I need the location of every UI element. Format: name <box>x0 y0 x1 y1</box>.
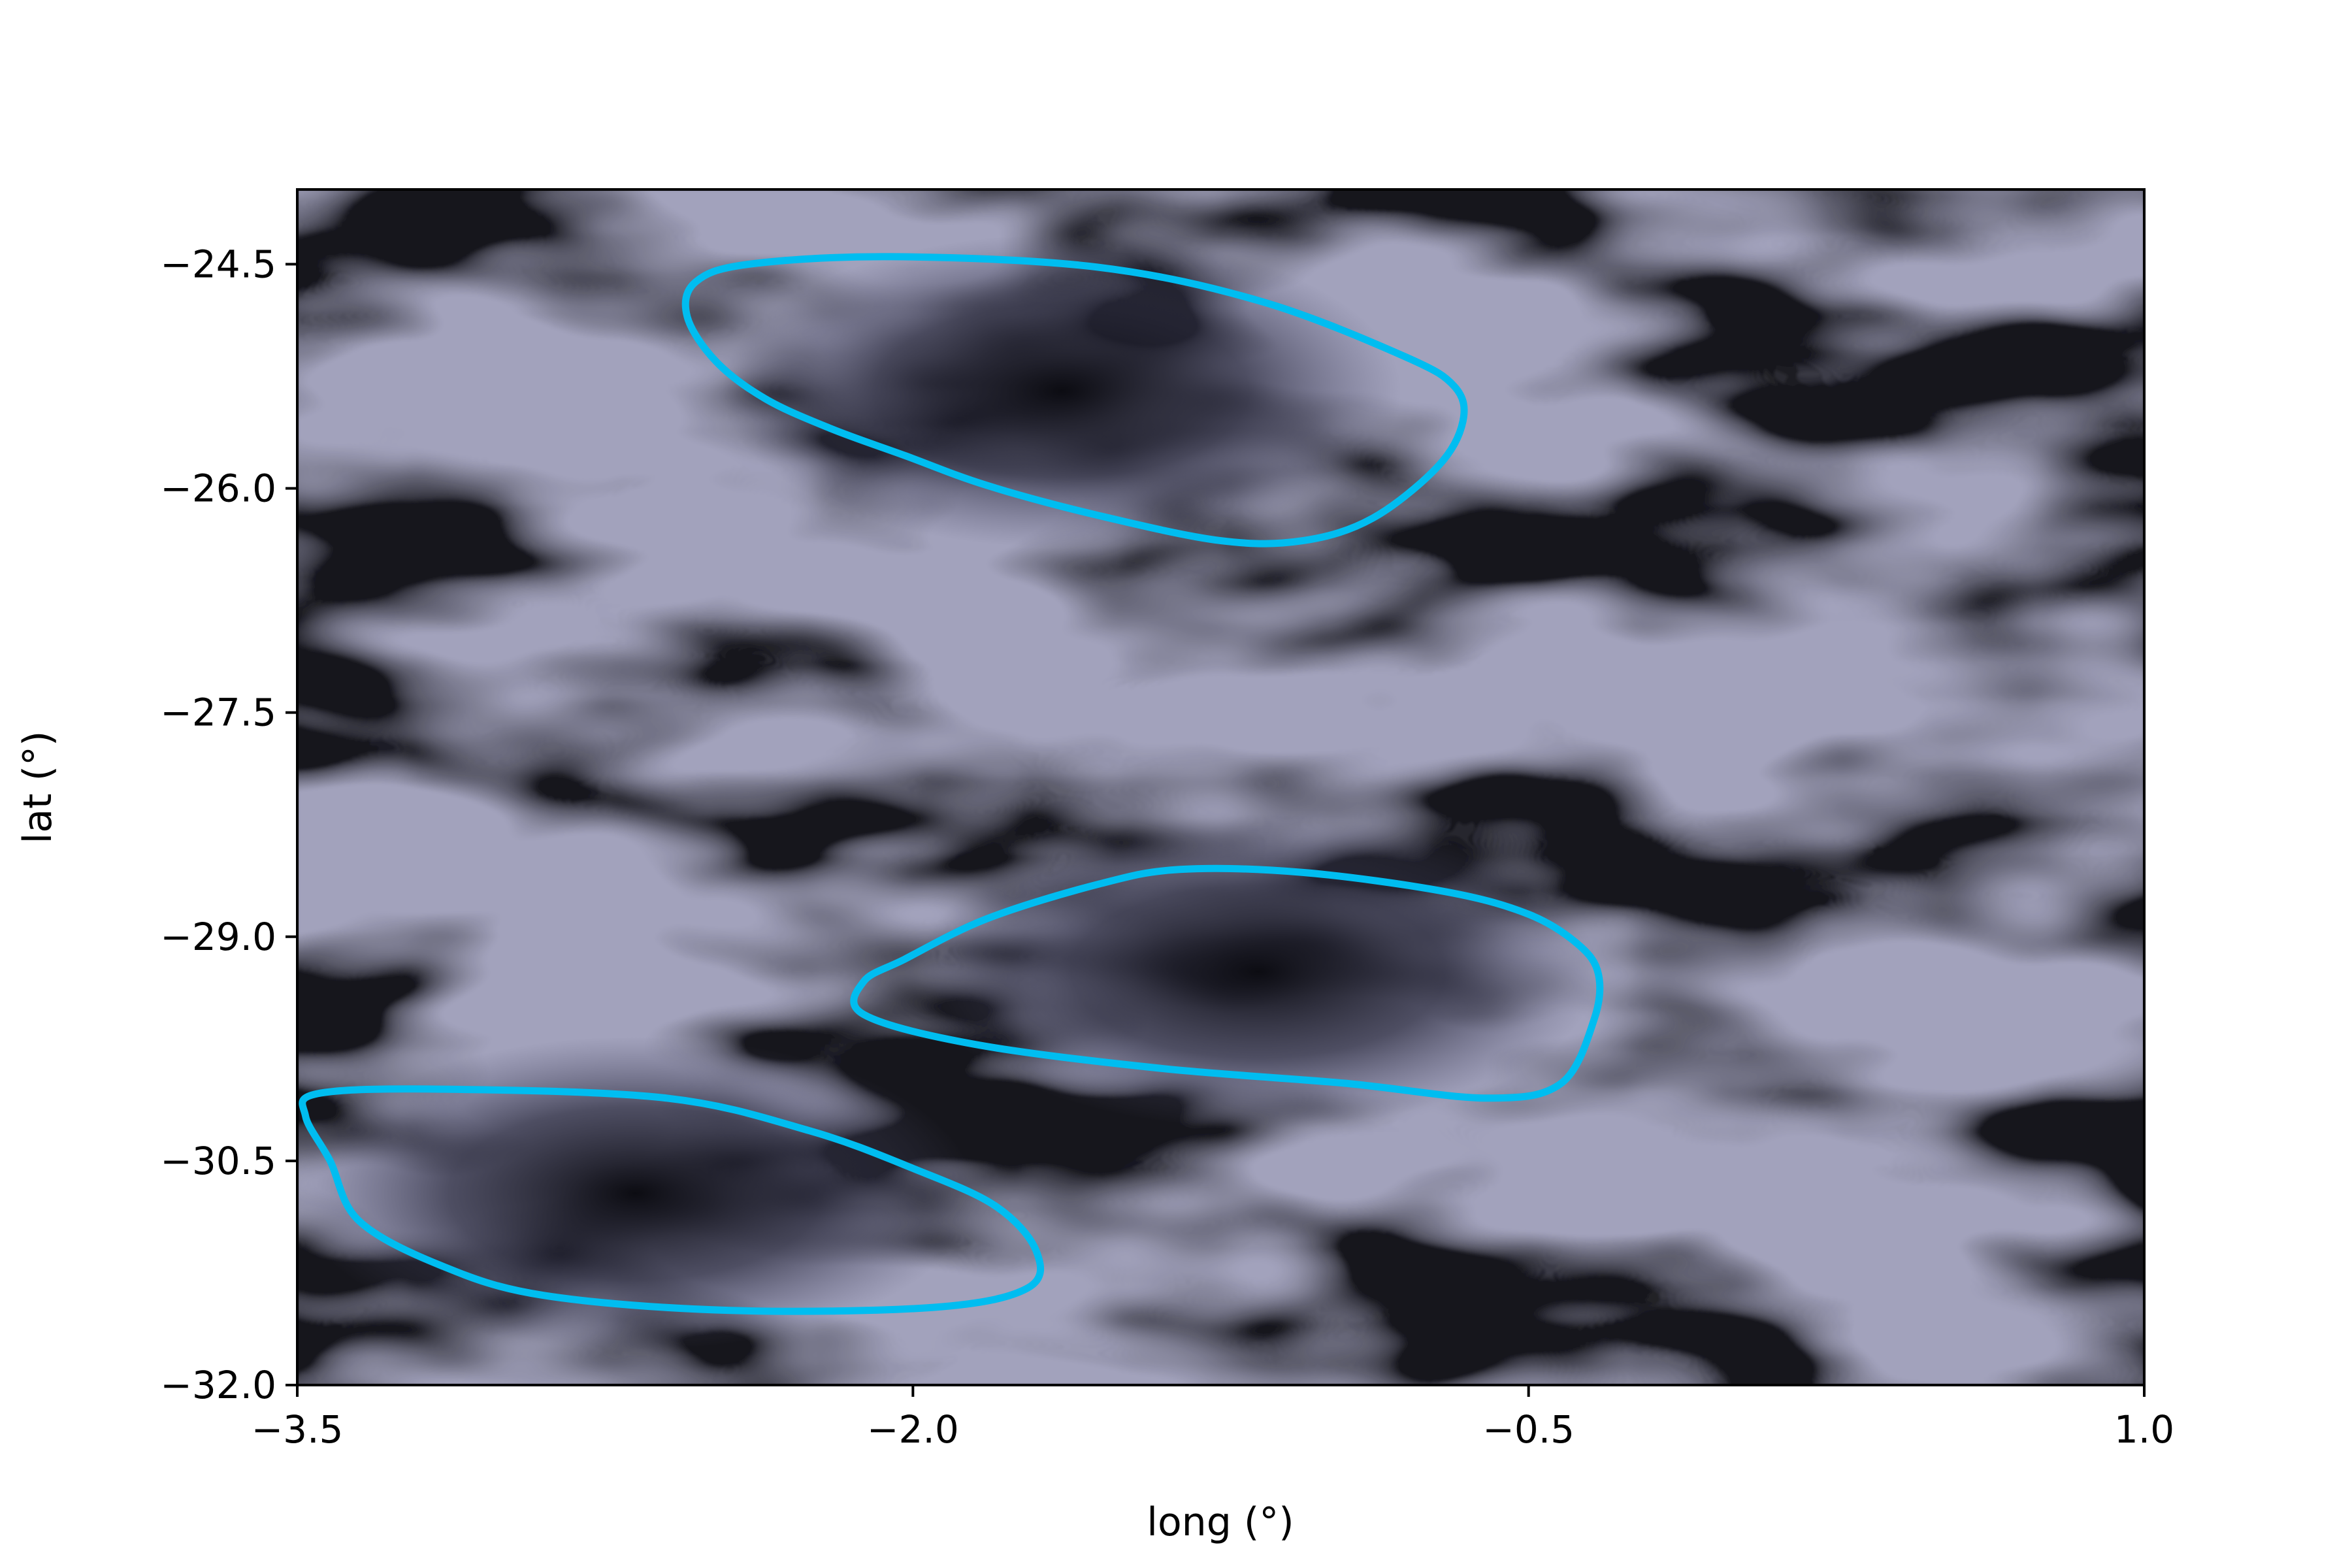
x-axis-label: long (°) <box>1147 1499 1294 1545</box>
x-axis: −3.5 −2.0 −0.5 1.0 <box>252 1385 2174 1452</box>
x-tick-label: −3.5 <box>252 1407 344 1452</box>
y-tick-label: −30.5 <box>160 1139 276 1183</box>
plot-frame <box>296 188 2146 1386</box>
y-tick-label: −26.0 <box>160 466 276 511</box>
eddy-contour-3 <box>299 1085 1045 1315</box>
x-tick-label: −0.5 <box>1482 1407 1575 1452</box>
eddy-core <box>297 1036 975 1350</box>
y-tick-label: −29.0 <box>160 915 276 959</box>
x-tick-label: 1.0 <box>2114 1407 2174 1452</box>
eddy-contour-2 <box>850 864 1604 1102</box>
eddy-core <box>919 815 1599 1129</box>
contour-layer <box>299 253 1604 1315</box>
plot-area <box>297 189 2144 1385</box>
y-tick-label: −24.5 <box>160 242 276 286</box>
x-tick-label: −2.0 <box>867 1407 959 1452</box>
eddy-contour-1 <box>681 253 1468 547</box>
y-axis: −32.0 −30.5 −29.0 −27.5 −26.0 −24.5 <box>160 242 297 1407</box>
y-tick-label: −32.0 <box>160 1363 276 1407</box>
eddy-core <box>722 234 1402 548</box>
eddy-layer <box>297 234 1599 1350</box>
y-tick-label: −27.5 <box>160 691 276 735</box>
y-axis-label: lat (°) <box>15 731 61 844</box>
